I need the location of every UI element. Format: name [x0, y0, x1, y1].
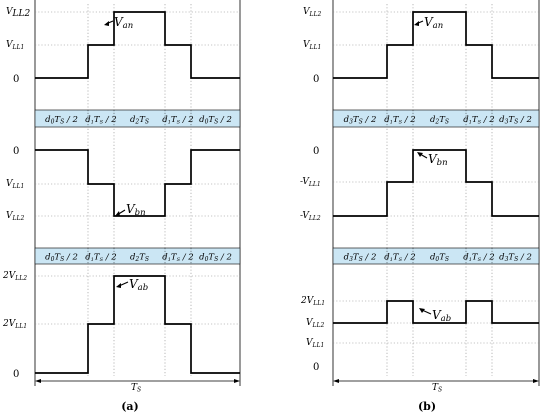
panel-b-caption: (b) [418, 400, 436, 413]
panel-a-vbn-ylabel-vll2: VLL2 [6, 211, 24, 222]
panel-b-vab-waveform [333, 300, 539, 324]
panel-a-van-ylabel-vll2: VLL2 [6, 7, 30, 19]
panel-b-vbn-ylabel-vll1: -VLL1 [300, 177, 321, 188]
panel-b-vab-ylabel-zero: 0 [313, 362, 319, 373]
panel-a-vab-arrowhead [116, 283, 121, 288]
panel-b-vab-ylabel-vll2: VLL2 [306, 318, 324, 329]
panel-b-van-arrowhead [414, 21, 419, 26]
panel-b-van-ylabel-vll1: VLL1 [303, 40, 321, 51]
panel-a-time-dividers [87, 4, 192, 376]
panel-a-van-plot: VLL2 VLL1 0 Van [6, 7, 240, 85]
panel-a-vbn-ylabel-zero: 0 [13, 146, 19, 157]
panel-a-caption: (a) [121, 400, 139, 413]
panel-b-vab-arrowhead [419, 308, 425, 313]
panel-a-vbn-arrowhead [115, 211, 120, 216]
panel-b-bar1-seg-4: d1TS / 2 [463, 115, 494, 126]
panel-b-van-waveform [333, 11, 539, 79]
panel-a-duty-bar-2: d0TS / 2 d1TS / 2 d2TS d1TS / 2 d0TS / 2 [34, 247, 241, 265]
panel-b-vbn-plot: 0 -VLL1 -VLL2 Vbn [300, 146, 539, 222]
panel-a-vab-ylabel-2vll1: 2VLL1 [2, 319, 27, 330]
panel-b-van-plot: VLL2 VLL1 0 Van [303, 7, 539, 85]
panel-b-vbn-ylabel-zero: 0 [313, 146, 319, 157]
panel-b-duty-bar-2: d3TS / 2 d1TS / 2 d0TS d1TS / 2 d3TS / 2 [332, 247, 540, 265]
panel-b-vab-plot: 2VLL1 VLL2 VLL1 0 Vab [300, 296, 539, 373]
panel-a-bar2-seg-3: d2TS [130, 253, 149, 264]
panel-b-bar2-seg-5: d3TS / 2 [499, 253, 532, 264]
panel-a-bar1-seg-1: d0TS / 2 [45, 115, 78, 126]
panel-a-vab-plot: 2VLL2 2VLL1 0 Vab [2, 271, 240, 380]
panel-a-vab-ylabel-zero: 0 [13, 369, 19, 380]
panel-a-vbn-label: Vbn [126, 202, 146, 218]
panel-a-vab-label: Vab [129, 277, 148, 293]
panel-b-duty-bar-1: d3TS / 2 d1TS / 2 d2TS d1TS / 2 d3TS / 2 [332, 109, 540, 128]
panel-b-vbn-arrowhead [417, 152, 423, 157]
panel-a-bar1-seg-3: d2TS [130, 115, 149, 126]
panel-b-bar1-seg-1: d3TS / 2 [344, 115, 377, 126]
panel-b-bar2-seg-4: d1TS / 2 [463, 253, 494, 264]
panel-a-period-arrow: TS [35, 379, 240, 394]
panel-b-bar1-seg-5: d3TS / 2 [499, 115, 532, 126]
panel-a-van-ylabel-vll1: VLL1 [6, 40, 24, 51]
panel-b-bar1-seg-3: d2TS [430, 115, 449, 126]
panel-a-vab-waveform [35, 275, 240, 374]
panel-b-van-label: Van [424, 15, 443, 31]
panel-b-period-label: TS [432, 383, 442, 394]
panel-b-vbn-ylabel-vll2: -VLL2 [300, 211, 321, 222]
panel-a-van-waveform [35, 11, 240, 79]
panel-b-vab-ylabel-2vll1: 2VLL1 [300, 296, 325, 307]
panel-a-bar2-seg-5: d0TS / 2 [199, 253, 232, 264]
panel-b-van-ylabel-zero: 0 [313, 74, 319, 85]
panel-b-bar2-seg-3: d0TS [430, 253, 449, 264]
panel-a-vbn-waveform [35, 149, 240, 217]
panel-a-van-label: Van [114, 15, 133, 31]
panel-b-van-ylabel-vll2: VLL2 [303, 7, 321, 18]
panel-a-vbn-plot: 0 VLL1 VLL2 Vbn [6, 146, 240, 222]
panel-b-period-arrow: TS [333, 379, 539, 394]
panel-a-vbn-ylabel-vll1: VLL1 [6, 179, 24, 190]
panel-a-bar2-seg-4: d1TS / 2 [162, 253, 193, 264]
panel-b-vbn-waveform [333, 149, 539, 217]
panel-a-bar2-seg-1: d0TS / 2 [45, 253, 78, 264]
panel-a: VLL2 VLL1 0 Van d0TS / 2 d1TS / 2 d2TS d… [2, 0, 241, 413]
panel-b: VLL2 VLL1 0 Van d3TS / 2 d1TS / 2 d2TS d… [300, 0, 540, 413]
panel-b-bar2-seg-1: d3TS / 2 [344, 253, 377, 264]
panel-a-vab-ylabel-2vll2: 2VLL2 [2, 271, 27, 282]
panel-b-vab-ylabel-vll1: VLL1 [306, 338, 324, 349]
panel-a-duty-bar-1: d0TS / 2 d1TS / 2 d2TS d1TS / 2 d0TS / 2 [34, 109, 241, 128]
panel-a-bar2-seg-2: d1TS / 2 [85, 253, 116, 264]
panel-a-van-arrowhead [104, 21, 109, 26]
panel-b-bar1-seg-2: d1TS / 2 [384, 115, 415, 126]
panel-a-period-label: TS [131, 383, 141, 394]
panel-a-van-ylabel-zero: 0 [13, 74, 19, 85]
panel-a-bar1-seg-2: d1TS / 2 [85, 115, 116, 126]
panel-a-bar1-seg-4: d1TS / 2 [162, 115, 193, 126]
panel-b-vab-label: Vab [432, 308, 451, 324]
panel-a-bar1-seg-5: d0TS / 2 [199, 115, 232, 126]
panel-b-vbn-label: Vbn [428, 152, 448, 168]
panel-b-bar2-seg-2: d1TS / 2 [384, 253, 415, 264]
